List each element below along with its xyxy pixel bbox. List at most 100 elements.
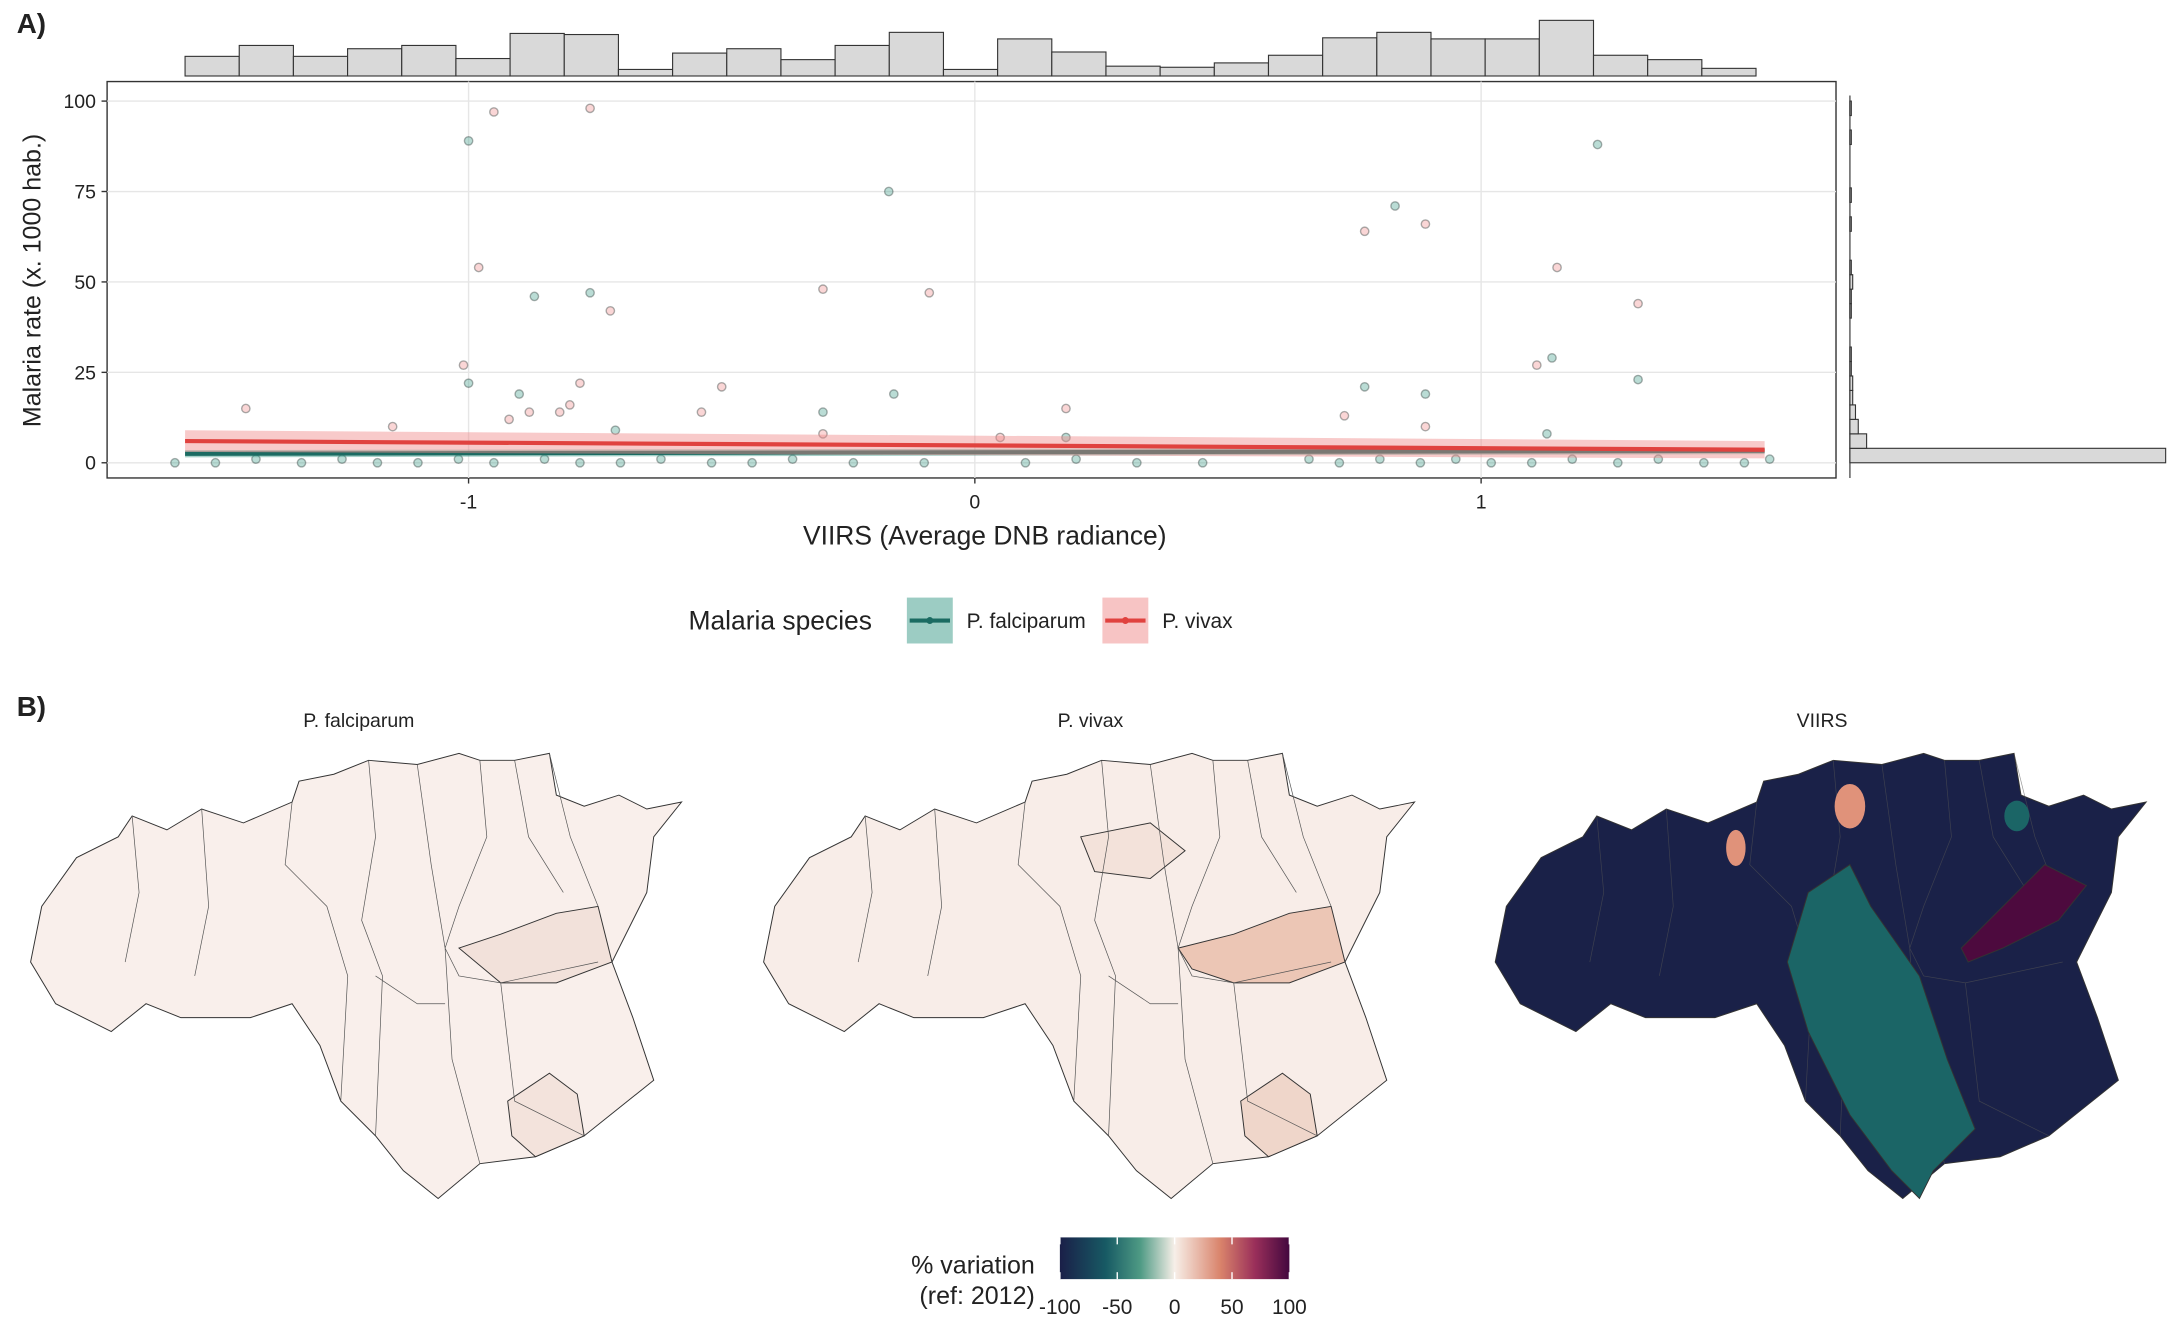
point [585, 103, 595, 114]
point [706, 457, 717, 468]
histogram-bar [780, 59, 836, 77]
point [1526, 457, 1537, 468]
legend: P. falciparum P. vivax [906, 597, 1233, 644]
point [1420, 421, 1431, 432]
y-tick-label: 100 [63, 91, 96, 113]
point [1390, 201, 1400, 211]
point [605, 305, 616, 316]
point [656, 454, 666, 465]
histogram-bar [1849, 216, 1852, 232]
point [1547, 353, 1557, 363]
colorbar-tick-label: 0 [1169, 1296, 1181, 1319]
fit-line [185, 438, 1765, 452]
point [372, 457, 383, 468]
point [554, 407, 565, 418]
point [1567, 454, 1578, 465]
point [747, 457, 757, 468]
histogram-bar [1159, 66, 1215, 77]
point [1304, 454, 1314, 465]
histogram-bar [238, 44, 294, 77]
point [387, 421, 398, 432]
point [716, 381, 727, 392]
legend-key-point [926, 617, 934, 625]
point [529, 291, 540, 302]
point [1020, 457, 1031, 468]
point [818, 407, 828, 418]
point [585, 287, 595, 298]
point [787, 454, 798, 465]
y-tick-label: 25 [74, 362, 96, 384]
point [504, 414, 514, 425]
point [1071, 454, 1081, 465]
histogram-bar [1592, 54, 1649, 77]
histogram-bar [1849, 100, 1852, 117]
histogram-bar [1849, 346, 1852, 363]
histogram-bar [1484, 38, 1540, 77]
histogram-bar [672, 52, 728, 77]
histogram-bar [401, 44, 457, 77]
point [610, 425, 621, 436]
histogram-bar [1849, 433, 1868, 449]
panel-label: A) [17, 8, 46, 39]
histogram-bar [1051, 51, 1107, 77]
histogram-bar [726, 48, 782, 77]
x-tick-label: 1 [1476, 492, 1487, 514]
histogram-bar [1538, 19, 1595, 77]
point [564, 400, 575, 410]
histogram-bar [1849, 288, 1852, 305]
histogram-bar [1849, 360, 1852, 377]
point [489, 457, 499, 468]
point [463, 378, 474, 389]
plot-panel [106, 80, 1837, 479]
point [696, 407, 707, 418]
histogram-bar [455, 57, 511, 77]
y-tick-label: 0 [85, 453, 96, 475]
point [1699, 457, 1709, 468]
point [524, 407, 535, 418]
map-title: VIIRS [1797, 710, 1848, 732]
point [1592, 139, 1603, 150]
fit-line [185, 448, 1765, 456]
point [1633, 298, 1643, 309]
histogram-bar [1849, 418, 1859, 435]
point [1339, 410, 1350, 421]
colorbar-title: % variation [911, 1252, 1035, 1280]
histogram-bar [1213, 62, 1270, 77]
histogram-bar [1849, 259, 1852, 276]
point [1633, 374, 1643, 385]
point [1486, 457, 1497, 468]
histogram-bar [292, 55, 349, 77]
point [1415, 457, 1426, 468]
point [473, 262, 484, 273]
histogram-bar [184, 55, 240, 77]
point [924, 287, 935, 298]
point [1061, 403, 1071, 414]
histogram-bar [509, 32, 565, 77]
point [1764, 454, 1775, 465]
point [1542, 428, 1552, 439]
y-axis-title: Malaria rate (x. 1000 hab.) [18, 134, 46, 427]
point [1197, 457, 1208, 468]
histogram-bar [888, 31, 945, 77]
histogram-bar [347, 48, 403, 77]
histogram-bar [617, 68, 674, 77]
point [1450, 454, 1461, 465]
map [29, 752, 683, 1200]
point [296, 457, 307, 468]
point [1420, 219, 1431, 229]
point [919, 457, 930, 468]
point [514, 389, 525, 399]
point [1374, 454, 1385, 465]
point [995, 432, 1006, 443]
point [240, 403, 251, 414]
histogram-bar [1105, 65, 1161, 77]
histogram-bar [1849, 303, 1852, 319]
histogram-bar [1322, 37, 1378, 77]
point [818, 428, 828, 439]
histogram-bar [563, 33, 619, 77]
colorbar-tick-label: -100 [1039, 1296, 1081, 1319]
histogram-bar [942, 68, 999, 77]
point [458, 360, 469, 370]
x-axis-title: VIIRS (Average DNB radiance) [803, 521, 1167, 551]
